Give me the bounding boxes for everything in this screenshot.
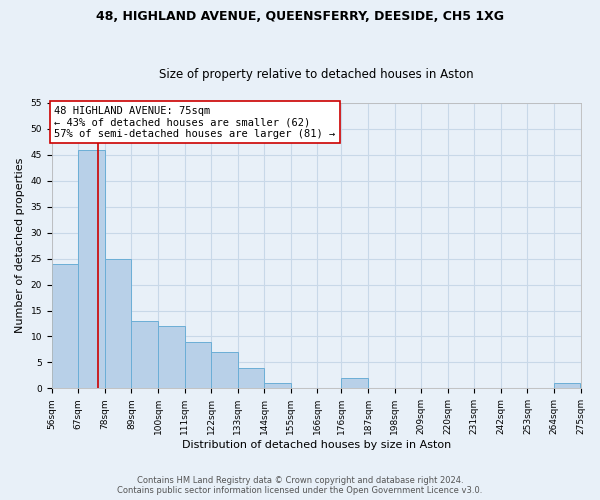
Bar	[105, 258, 131, 388]
Bar	[554, 383, 580, 388]
Text: 48, HIGHLAND AVENUE, QUEENSFERRY, DEESIDE, CH5 1XG: 48, HIGHLAND AVENUE, QUEENSFERRY, DEESID…	[96, 10, 504, 23]
Bar	[79, 150, 105, 388]
Y-axis label: Number of detached properties: Number of detached properties	[15, 158, 25, 334]
Bar	[211, 352, 238, 389]
Bar	[131, 321, 158, 388]
Bar	[341, 378, 368, 388]
Text: 48 HIGHLAND AVENUE: 75sqm
← 43% of detached houses are smaller (62)
57% of semi-: 48 HIGHLAND AVENUE: 75sqm ← 43% of detac…	[54, 106, 335, 139]
Title: Size of property relative to detached houses in Aston: Size of property relative to detached ho…	[159, 68, 473, 81]
Bar	[52, 264, 79, 388]
Bar	[185, 342, 211, 388]
Text: Contains HM Land Registry data © Crown copyright and database right 2024.
Contai: Contains HM Land Registry data © Crown c…	[118, 476, 482, 495]
Bar	[264, 383, 291, 388]
X-axis label: Distribution of detached houses by size in Aston: Distribution of detached houses by size …	[182, 440, 451, 450]
Bar	[158, 326, 185, 388]
Bar	[238, 368, 264, 388]
